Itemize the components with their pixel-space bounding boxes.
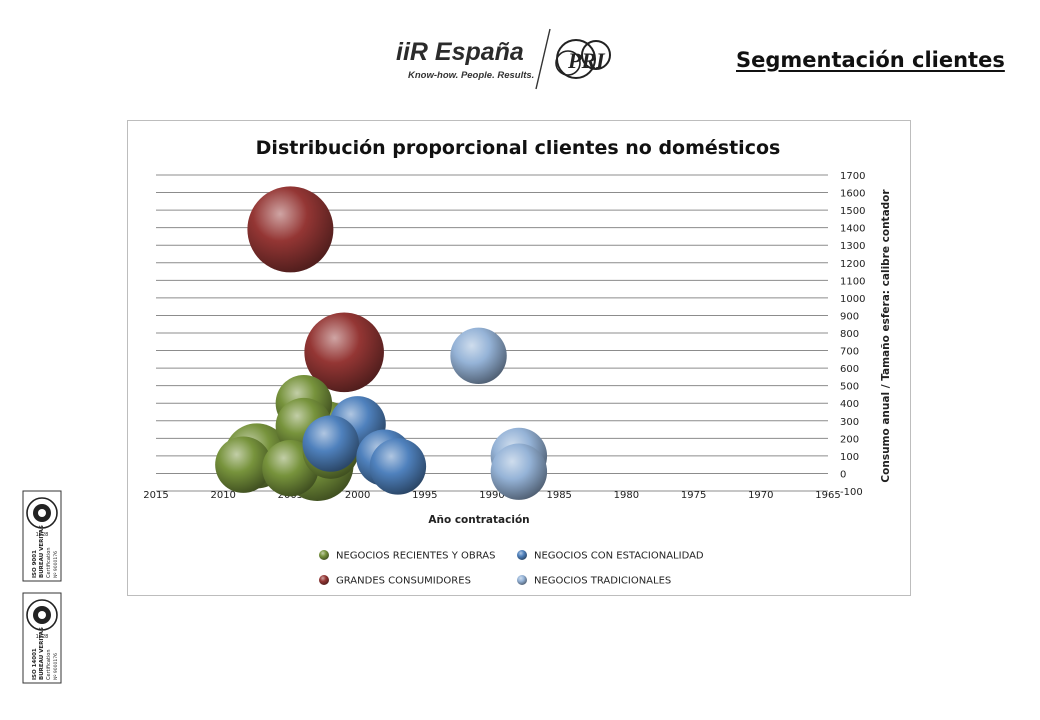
bubble-point bbox=[247, 186, 334, 273]
y-tick-label: 900 bbox=[840, 311, 859, 322]
y-axis-label: Consumo anual / Tamaño esfera: calibre c… bbox=[880, 189, 892, 483]
bubble-point bbox=[302, 415, 359, 472]
y-tick-label: 1700 bbox=[840, 171, 865, 182]
y-tick-label: 1600 bbox=[840, 189, 865, 200]
x-tick-label: 1990 bbox=[479, 490, 504, 501]
cert-number: Nº 9000176 bbox=[53, 653, 59, 680]
legend-label: NEGOCIOS RECIENTES Y OBRAS bbox=[336, 551, 495, 562]
y-tick-label: -100 bbox=[840, 487, 863, 498]
bubble-chart: Distribución proporcional clientes no do… bbox=[143, 137, 892, 587]
seal-year: 1828 bbox=[36, 532, 49, 538]
seal-year: 1828 bbox=[36, 634, 49, 640]
bureau-veritas-seal-icon bbox=[26, 599, 58, 631]
bureau-veritas-seal-icon bbox=[26, 497, 58, 529]
y-tick-label: 1100 bbox=[840, 276, 865, 287]
cert-label: Certification bbox=[46, 547, 52, 578]
legend-label: NEGOCIOS TRADICIONALES bbox=[534, 576, 671, 587]
iso-14001-certification-badge: 1828 ISO 14001 BUREAU VERITAS Certificat… bbox=[22, 592, 62, 684]
legend-label: GRANDES CONSUMIDORES bbox=[336, 576, 471, 587]
y-tick-label: 300 bbox=[840, 417, 859, 428]
chart-legend: NEGOCIOS RECIENTES Y OBRAS NEGOCIOS CON E… bbox=[319, 550, 704, 587]
bubble-point bbox=[490, 443, 548, 500]
y-tick-label: 1200 bbox=[840, 259, 865, 270]
y-tick-label: 400 bbox=[840, 399, 859, 410]
legend-marker bbox=[319, 575, 329, 585]
chart-title: Distribución proporcional clientes no do… bbox=[256, 137, 781, 159]
y-tick-label: 100 bbox=[840, 452, 859, 463]
x-tick-label: 1975 bbox=[681, 490, 706, 501]
bubble-point bbox=[450, 327, 507, 385]
x-tick-label: 1980 bbox=[614, 490, 639, 501]
y-tick-label: 600 bbox=[840, 364, 859, 375]
cert-standard: ISO 14001 bbox=[32, 648, 38, 680]
cert-body: BUREAU VERITAS bbox=[39, 525, 45, 578]
y-tick-label: 1300 bbox=[840, 241, 865, 252]
iso-9001-certification-badge: 1828 ISO 9001 BUREAU VERITAS Certificati… bbox=[22, 490, 62, 582]
y-tick-label: 800 bbox=[840, 329, 859, 340]
bubble-point bbox=[304, 312, 384, 393]
logo-divider bbox=[535, 28, 551, 90]
y-tick-label: 700 bbox=[840, 347, 859, 358]
x-tick-label: 2010 bbox=[210, 490, 235, 501]
cert-label: Certification bbox=[46, 649, 52, 680]
legend-marker bbox=[517, 550, 527, 560]
x-tick-label: 2000 bbox=[345, 490, 370, 501]
y-tick-label: 200 bbox=[840, 434, 859, 445]
partner-logo-icon: PRI bbox=[555, 39, 611, 79]
cert-standard: ISO 9001 bbox=[32, 550, 38, 578]
x-axis-label: Año contratación bbox=[428, 514, 529, 526]
legend-marker bbox=[319, 550, 329, 560]
y-tick-label: 1500 bbox=[840, 206, 865, 217]
partner-mark: PRI bbox=[567, 48, 606, 73]
chart-frame: Distribución proporcional clientes no do… bbox=[127, 120, 911, 596]
header-logo-group: iiR España Know-how. People. Results. PR… bbox=[388, 25, 628, 95]
y-tick-label: 500 bbox=[840, 382, 859, 393]
y-tick-label: 0 bbox=[840, 469, 846, 480]
x-tick-label: 1965 bbox=[815, 490, 840, 501]
x-tick-label: 2015 bbox=[143, 490, 168, 501]
page-title: Segmentación clientes bbox=[736, 48, 1005, 72]
cert-body: BUREAU VERITAS bbox=[39, 627, 45, 680]
x-tick-label: 1985 bbox=[546, 490, 571, 501]
legend-marker bbox=[517, 575, 527, 585]
brand-tagline: Know-how. People. Results. bbox=[408, 70, 534, 81]
y-tick-label: 1400 bbox=[840, 224, 865, 235]
brand-name: iiR España bbox=[396, 38, 524, 66]
y-tick-label: 1000 bbox=[840, 294, 865, 305]
x-tick-label: 1970 bbox=[748, 490, 773, 501]
bubble-point bbox=[369, 438, 427, 495]
cert-number: Nº 9000176 bbox=[53, 551, 59, 578]
legend-label: NEGOCIOS CON ESTACIONALIDAD bbox=[534, 551, 704, 562]
x-tick-label: 1995 bbox=[412, 490, 437, 501]
bubble-point bbox=[215, 436, 272, 493]
